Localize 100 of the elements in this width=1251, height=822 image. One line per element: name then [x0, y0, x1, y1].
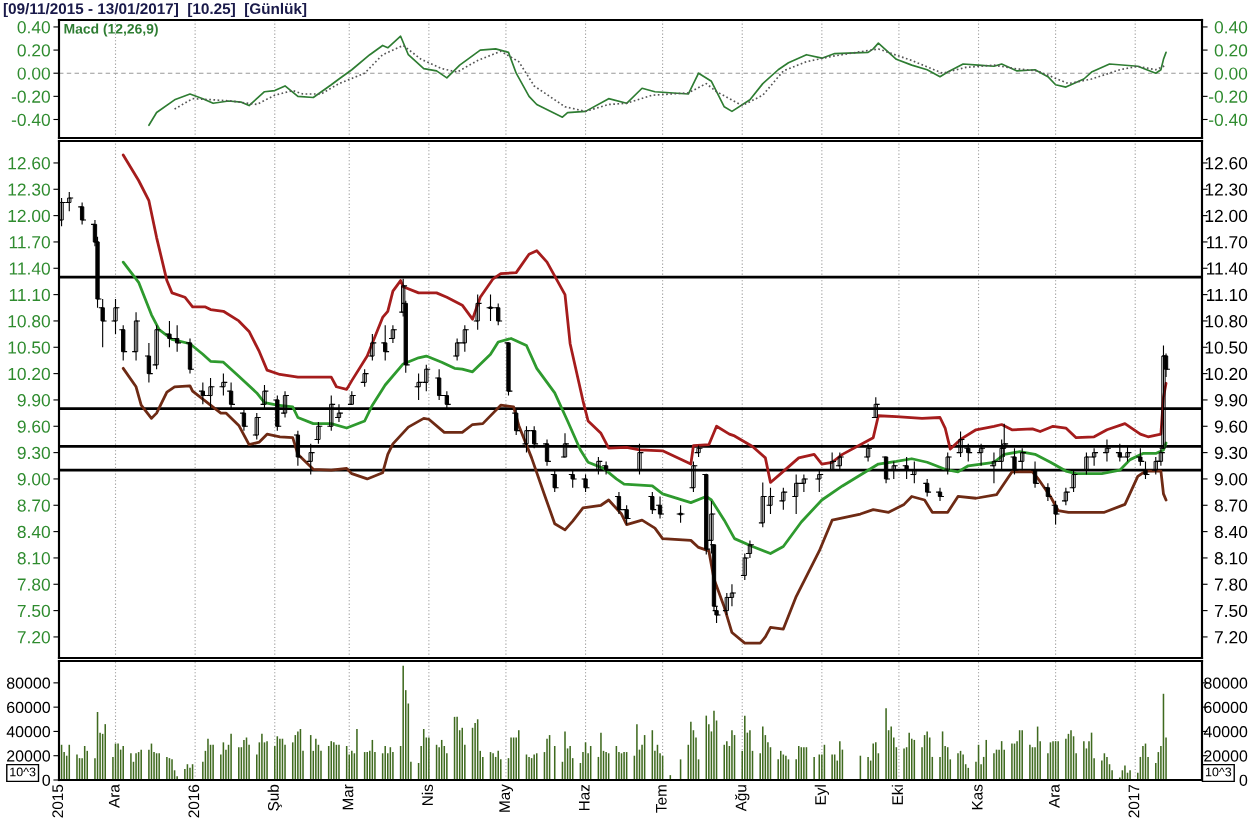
y2-tick-label: 8.70 [1214, 499, 1248, 512]
candlestick [368, 333, 377, 361]
y-tick-label: 10.80 [8, 315, 50, 328]
candlestick [1061, 487, 1070, 506]
y2-tick-label: 11.10 [1207, 288, 1248, 302]
y2-tick-label: 20000 [1204, 750, 1248, 762]
y2-tick-label: 8.40 [1214, 525, 1248, 539]
y-axis-title: 10^3 [10, 767, 36, 777]
x-tick-label: 2016 [188, 784, 200, 818]
candlestick [360, 368, 369, 388]
y2-tick-label: 9.90 [1214, 394, 1248, 407]
y-tick-label: 9.60 [17, 420, 50, 433]
y-tick-label: 20000 [7, 750, 51, 762]
x-tick-label: 2017 [1128, 784, 1140, 818]
y2-tick-label: 7.20 [1214, 631, 1248, 644]
y-tick-label: 0.40 [17, 21, 50, 34]
x-tick-label: Ağu [735, 785, 750, 812]
candlestick [936, 487, 944, 502]
candlestick [923, 478, 932, 498]
y2-tick-label: 0.20 [1214, 44, 1248, 57]
candlestick [779, 487, 788, 511]
x-tick-label: Şub [267, 784, 282, 811]
x-tick-label: Ara [108, 784, 120, 808]
x-tick-label: Haz [578, 784, 590, 811]
candlestick [252, 412, 261, 440]
y-tick-label: 12.30 [8, 183, 50, 196]
y-tick-label: 8.70 [17, 499, 50, 512]
candlestick [119, 324, 128, 361]
y-tick-label: 7.20 [17, 631, 50, 644]
candlestick [145, 342, 153, 383]
y-tick-label: 60000 [7, 701, 51, 714]
candlestick [1043, 482, 1052, 502]
y2-tick-label: 9.30 [1214, 446, 1248, 460]
x-tick-label: Mar [342, 784, 354, 810]
y2-tick-label: 8.10 [1214, 552, 1248, 565]
y2-tick-label: 11.70 [1207, 236, 1248, 249]
y2-tick-label: 0 [1239, 774, 1248, 786]
y2-tick-label: 7.80 [1214, 578, 1248, 591]
y-tick-label: 9.30 [17, 446, 50, 460]
x-tick-label: May [499, 784, 514, 812]
candlestick [504, 342, 513, 397]
y-tick-label: 10.20 [8, 367, 50, 381]
line-series [121, 366, 1168, 645]
candlestick [473, 294, 482, 331]
candlestick [347, 390, 356, 405]
y-tick-label: 11.10 [9, 288, 50, 302]
y-tick-label: 8.10 [17, 552, 50, 565]
y-tick-label: 11.40 [9, 262, 50, 275]
line-series [121, 260, 1168, 555]
x-tick-label: Ara [1049, 784, 1060, 808]
candlestick [78, 201, 87, 225]
y2-tick-label: 9.60 [1214, 420, 1248, 433]
y2-tick-label: 0.40 [1214, 21, 1248, 34]
x-tick-label: Eki [891, 785, 903, 805]
y-tick-label: 0.20 [17, 44, 50, 57]
y-tick-label: 7.80 [17, 578, 50, 591]
y-tick-label: 0.00 [17, 67, 50, 80]
candlestick [676, 504, 685, 524]
y2-axis-title: 10^3 [1205, 767, 1232, 777]
y2-tick-label: 11.40 [1207, 262, 1248, 275]
candlestick [389, 324, 397, 344]
y-tick-label: 10.50 [8, 341, 50, 354]
y-tick-label: 11.70 [9, 236, 50, 249]
y2-tick-label: -0.40 [1209, 113, 1248, 126]
y2-tick-label: 10.80 [1205, 315, 1248, 328]
y-tick-label: 7.50 [17, 604, 50, 618]
text: Macd (12,26,9) [64, 23, 158, 37]
y2-tick-label: 7.50 [1214, 604, 1248, 618]
candlestick [219, 373, 228, 397]
candlestick [381, 324, 390, 361]
y2-tick-label: 10.20 [1205, 367, 1248, 381]
y2-tick-label: 12.00 [1205, 209, 1248, 223]
x-tick-label: Nis [421, 784, 433, 805]
y2-tick-label: 12.60 [1205, 157, 1248, 170]
x-tick-label: Eyl [814, 785, 829, 805]
y-tick-label: 0 [42, 774, 51, 786]
candlestick [1051, 500, 1060, 526]
y-tick-label: 12.00 [8, 209, 50, 223]
y-tick-label: 40000 [6, 726, 51, 738]
y-tick-label: 9.00 [17, 473, 50, 486]
y2-tick-label: 12.30 [1205, 183, 1248, 196]
y-tick-label: -0.20 [11, 90, 50, 103]
candlestick [132, 311, 140, 361]
y-tick-label: 12.60 [8, 157, 50, 170]
line-series [173, 44, 1167, 113]
y-tick-label: 9.90 [17, 394, 50, 407]
y2-tick-label: -0.20 [1209, 90, 1248, 103]
chart-title: [09/11/2015 - 13/01/2017] [10.25] [Günlük] [3, 2, 307, 18]
y2-tick-label: 9.00 [1214, 473, 1248, 486]
x-tick-label: Tem [656, 785, 667, 813]
y2-tick-label: 80000 [1204, 677, 1248, 689]
y-tick-label: 80000 [6, 677, 51, 689]
y-tick-label: 8.40 [17, 525, 50, 539]
x-tick-label: 2015 [52, 784, 64, 818]
candlestick [152, 324, 161, 370]
y2-tick-label: 40000 [1203, 726, 1248, 738]
x-tick-label: Kas [971, 784, 983, 810]
candlestick [581, 473, 590, 493]
candlestick [728, 583, 736, 607]
line-series [148, 35, 1167, 127]
